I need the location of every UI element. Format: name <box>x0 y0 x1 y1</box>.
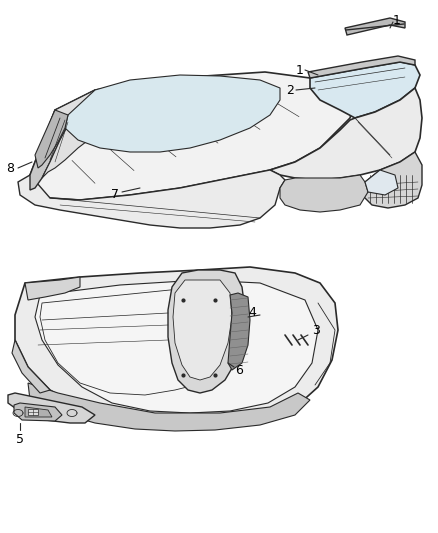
Text: 4: 4 <box>248 306 256 319</box>
Text: 1: 1 <box>393 13 401 27</box>
Text: 3: 3 <box>312 324 320 336</box>
Polygon shape <box>14 403 62 421</box>
Polygon shape <box>28 409 38 415</box>
Polygon shape <box>25 277 80 300</box>
Text: 1: 1 <box>296 63 304 77</box>
Polygon shape <box>25 407 52 417</box>
Polygon shape <box>173 280 232 380</box>
Polygon shape <box>345 18 405 35</box>
Text: 8: 8 <box>6 161 14 174</box>
Polygon shape <box>228 293 250 370</box>
Polygon shape <box>35 280 318 413</box>
Polygon shape <box>310 62 420 118</box>
Polygon shape <box>18 170 285 228</box>
Polygon shape <box>42 90 115 178</box>
Polygon shape <box>308 56 415 78</box>
Polygon shape <box>15 267 338 425</box>
Polygon shape <box>365 170 398 195</box>
Text: 6: 6 <box>235 364 243 376</box>
Text: 5: 5 <box>16 433 24 446</box>
Text: 7: 7 <box>111 189 119 201</box>
Polygon shape <box>362 152 422 208</box>
Polygon shape <box>168 270 245 393</box>
Polygon shape <box>28 383 310 431</box>
Text: 2: 2 <box>286 84 294 96</box>
Polygon shape <box>30 110 68 190</box>
Polygon shape <box>30 72 355 200</box>
Polygon shape <box>12 340 50 393</box>
Polygon shape <box>270 88 422 180</box>
Polygon shape <box>8 393 95 423</box>
Polygon shape <box>40 287 198 395</box>
Polygon shape <box>65 75 280 152</box>
Polygon shape <box>35 110 68 168</box>
Polygon shape <box>280 175 368 212</box>
